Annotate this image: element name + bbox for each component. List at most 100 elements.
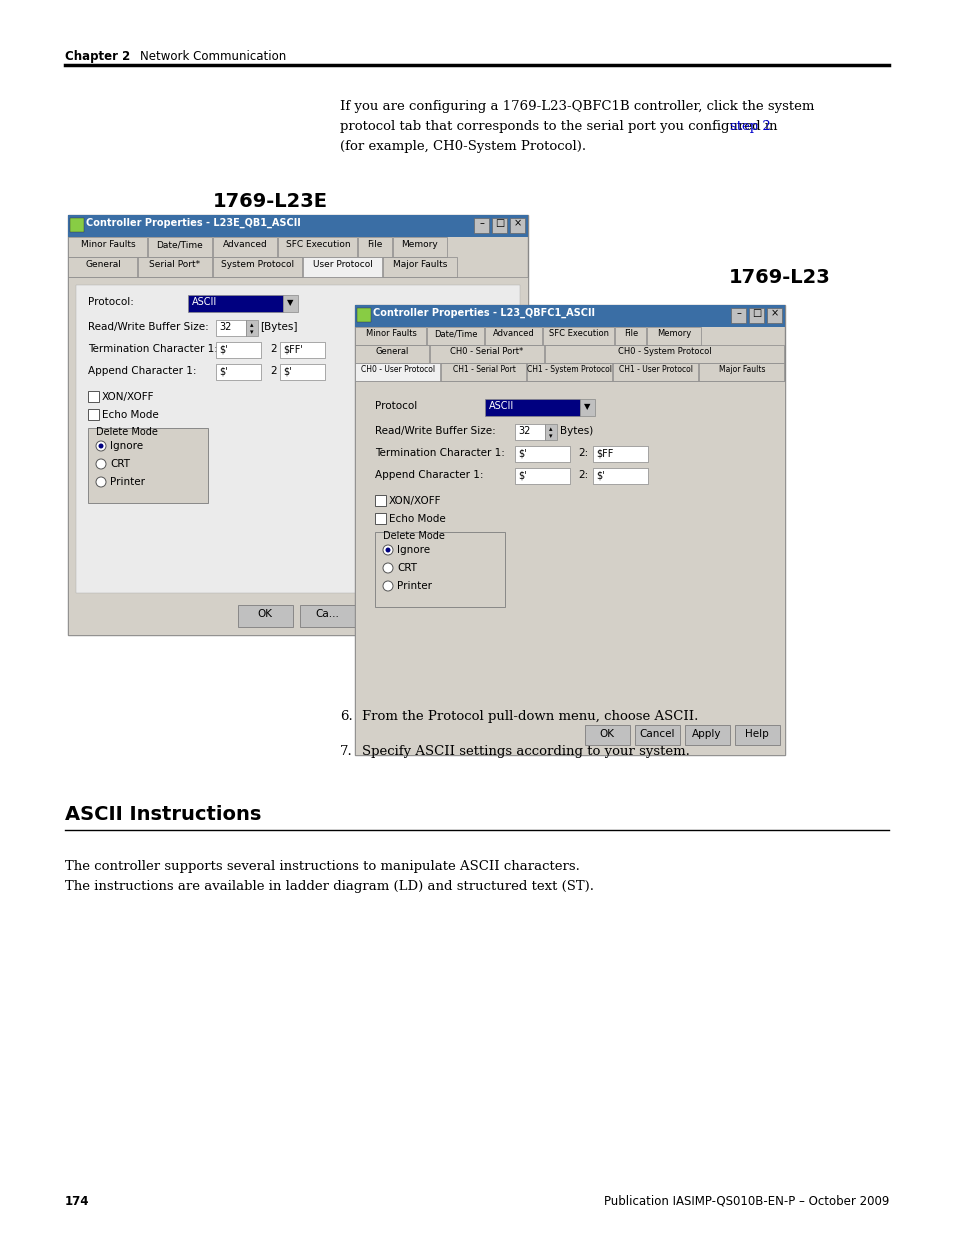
Bar — [355, 363, 439, 382]
Text: SFC Execution: SFC Execution — [285, 240, 350, 249]
Circle shape — [98, 443, 103, 448]
Bar — [68, 277, 527, 635]
Text: Controller Properties - L23_QBFC1_ASCII: Controller Properties - L23_QBFC1_ASCII — [373, 308, 595, 319]
Text: $': $' — [283, 366, 292, 375]
Bar — [213, 257, 302, 277]
Text: CH1 - User Protocol: CH1 - User Protocol — [618, 366, 692, 374]
Text: Serial Port*: Serial Port* — [150, 261, 200, 269]
Bar — [544, 424, 557, 440]
Text: Bytes): Bytes) — [559, 426, 593, 436]
Bar — [355, 345, 429, 363]
Bar — [748, 308, 763, 324]
Text: ▴
▾: ▴ ▾ — [549, 426, 552, 438]
Text: ASCII: ASCII — [489, 401, 514, 411]
Text: General: General — [375, 347, 408, 356]
Bar — [730, 308, 745, 324]
Text: 2: 2 — [270, 366, 276, 375]
Bar — [613, 363, 698, 382]
Bar — [68, 215, 527, 237]
Text: Publication IASIMP-QS010B-EN-P – October 2009: Publication IASIMP-QS010B-EN-P – October… — [603, 1195, 888, 1208]
Bar — [88, 409, 99, 420]
Circle shape — [382, 580, 393, 592]
Text: ×: × — [770, 308, 778, 317]
Bar — [246, 320, 257, 336]
Text: $': $' — [596, 471, 604, 480]
Text: Echo Mode: Echo Mode — [102, 410, 158, 420]
Bar — [237, 605, 293, 627]
Bar — [515, 468, 569, 484]
Bar — [280, 364, 325, 380]
Text: System Protocol: System Protocol — [221, 261, 294, 269]
Bar — [76, 285, 519, 593]
Text: File: File — [623, 329, 638, 338]
Bar — [299, 605, 355, 627]
Text: The controller supports several instructions to manipulate ASCII characters.: The controller supports several instruct… — [65, 860, 579, 873]
Bar — [766, 308, 781, 324]
Text: Echo Mode: Echo Mode — [389, 514, 445, 524]
Text: [Bytes]: [Bytes] — [260, 322, 297, 332]
Bar — [356, 308, 371, 322]
Bar — [684, 725, 729, 745]
Bar — [492, 219, 506, 233]
Text: From the Protocol pull-down menu, choose ASCII.: From the Protocol pull-down menu, choose… — [361, 710, 698, 722]
Bar — [584, 725, 629, 745]
Text: 2:: 2: — [578, 448, 588, 458]
Text: $': $' — [517, 448, 526, 458]
Text: Termination Character 1:: Termination Character 1: — [375, 448, 504, 458]
Text: ASCII Instructions: ASCII Instructions — [65, 805, 261, 824]
Bar — [635, 725, 679, 745]
Text: $FF: $FF — [596, 448, 613, 458]
Text: 32: 32 — [219, 322, 232, 332]
Text: $': $' — [517, 471, 526, 480]
Bar — [375, 532, 504, 606]
Bar — [213, 237, 276, 257]
Text: 7.: 7. — [339, 745, 353, 758]
Text: Major Faults: Major Faults — [718, 366, 764, 374]
Text: CH0 - Serial Port*: CH0 - Serial Port* — [450, 347, 523, 356]
Bar — [215, 342, 261, 358]
Text: ▼: ▼ — [287, 298, 293, 308]
Text: step 2: step 2 — [729, 120, 770, 133]
Text: Minor Faults: Minor Faults — [365, 329, 416, 338]
Text: CH0 - User Protocol: CH0 - User Protocol — [360, 366, 435, 374]
Text: Date/Time: Date/Time — [156, 240, 203, 249]
Text: Append Character 1:: Append Character 1: — [375, 471, 483, 480]
Bar — [68, 237, 147, 257]
Text: CRT: CRT — [396, 563, 416, 573]
Bar — [355, 327, 426, 345]
Bar — [526, 363, 612, 382]
Text: Read/Write Buffer Size:: Read/Write Buffer Size: — [88, 322, 209, 332]
Text: CRT: CRT — [110, 459, 130, 469]
Bar — [615, 327, 645, 345]
Text: 174: 174 — [65, 1195, 90, 1208]
Bar — [88, 429, 208, 503]
Bar — [355, 305, 784, 755]
Circle shape — [382, 563, 393, 573]
Bar — [280, 342, 325, 358]
Text: Controller Properties - L23E_QB1_ASCII: Controller Properties - L23E_QB1_ASCII — [86, 219, 300, 228]
Bar — [303, 257, 381, 277]
Bar — [440, 363, 525, 382]
Bar — [283, 295, 297, 312]
Circle shape — [96, 477, 106, 487]
Text: CH1 - Serial Port: CH1 - Serial Port — [452, 366, 515, 374]
Bar — [484, 327, 541, 345]
Text: Minor Faults: Minor Faults — [81, 240, 135, 249]
Bar — [375, 495, 386, 506]
Text: $': $' — [219, 345, 228, 354]
Bar — [699, 363, 783, 382]
Text: Protocol:: Protocol: — [88, 296, 133, 308]
Text: ×: × — [513, 219, 521, 228]
Text: User Protocol: User Protocol — [313, 261, 373, 269]
Text: 2: 2 — [270, 345, 276, 354]
Bar — [734, 725, 780, 745]
Text: General: General — [85, 261, 121, 269]
Text: Delete Mode: Delete Mode — [382, 531, 444, 541]
Text: –: – — [736, 308, 740, 317]
Bar — [484, 399, 579, 416]
Bar — [515, 446, 569, 462]
Text: Chapter 2: Chapter 2 — [65, 49, 131, 63]
Text: Ignore: Ignore — [110, 441, 143, 451]
Bar — [593, 446, 647, 462]
Text: protocol tab that corresponds to the serial port you configured in: protocol tab that corresponds to the ser… — [339, 120, 781, 133]
